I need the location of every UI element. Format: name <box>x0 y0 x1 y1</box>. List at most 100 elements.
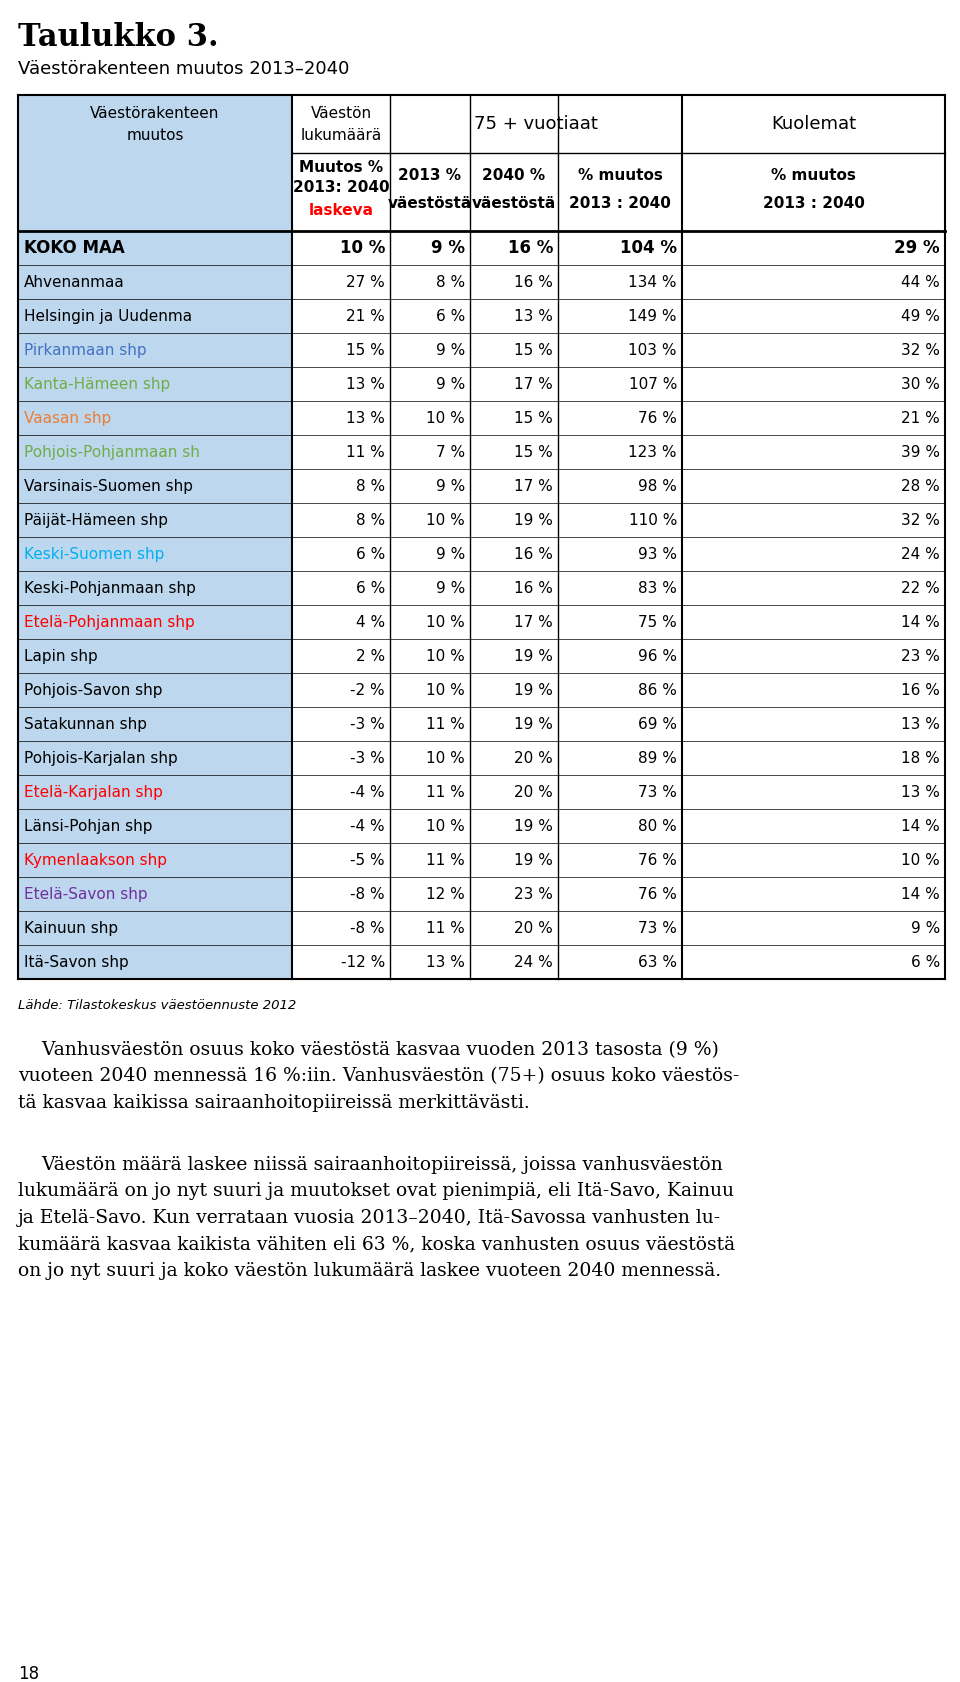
Text: Etelä-Pohjanmaan shp: Etelä-Pohjanmaan shp <box>24 614 195 629</box>
Text: Väestön: Väestön <box>310 106 372 121</box>
Text: Satakunnan shp: Satakunnan shp <box>24 717 147 732</box>
Text: Väestön määrä laskee niissä sairaanhoitopiireissä, joissa vanhusväestön
lukumäär: Väestön määrä laskee niissä sairaanhoito… <box>18 1156 735 1280</box>
Text: 32 %: 32 % <box>901 513 940 528</box>
Text: 13 %: 13 % <box>347 377 385 392</box>
Text: Pohjois-Pohjanmaan sh: Pohjois-Pohjanmaan sh <box>24 444 200 459</box>
Text: 63 %: 63 % <box>638 954 677 969</box>
Text: laskeva: laskeva <box>308 202 373 217</box>
Text: 76 %: 76 % <box>638 853 677 868</box>
Text: 20 %: 20 % <box>515 750 553 765</box>
Text: 11 %: 11 % <box>347 444 385 459</box>
Text: 39 %: 39 % <box>901 444 940 459</box>
Text: -3 %: -3 % <box>350 717 385 732</box>
Bar <box>18 436 292 469</box>
Text: 19 %: 19 % <box>515 853 553 868</box>
Bar <box>18 742 292 775</box>
Text: Päijät-Hämeen shp: Päijät-Hämeen shp <box>24 513 168 528</box>
Text: 76 %: 76 % <box>638 410 677 426</box>
Text: 14 %: 14 % <box>901 614 940 629</box>
Text: 20 %: 20 % <box>515 920 553 935</box>
Text: väestöstä: väestöstä <box>388 195 472 210</box>
Text: 9 %: 9 % <box>436 478 465 493</box>
Text: 9 %: 9 % <box>436 580 465 595</box>
Bar <box>18 606 292 639</box>
Text: 21 %: 21 % <box>347 308 385 323</box>
Text: 15 %: 15 % <box>347 343 385 358</box>
Text: Lapin shp: Lapin shp <box>24 649 98 663</box>
Text: 30 %: 30 % <box>901 377 940 392</box>
Text: 103 %: 103 % <box>629 343 677 358</box>
Text: Kainuun shp: Kainuun shp <box>24 920 118 935</box>
Text: 6 %: 6 % <box>356 547 385 562</box>
Text: Kanta-Hämeen shp: Kanta-Hämeen shp <box>24 377 170 392</box>
Text: 10 %: 10 % <box>426 819 465 834</box>
Text: 13 %: 13 % <box>347 410 385 426</box>
Text: 22 %: 22 % <box>901 580 940 595</box>
Text: 32 %: 32 % <box>901 343 940 358</box>
Text: 10 %: 10 % <box>901 853 940 868</box>
Text: 20 %: 20 % <box>515 784 553 799</box>
Bar <box>18 945 292 979</box>
Text: 8 %: 8 % <box>436 274 465 289</box>
Text: 75 %: 75 % <box>638 614 677 629</box>
Text: -5 %: -5 % <box>350 853 385 868</box>
Text: Etelä-Karjalan shp: Etelä-Karjalan shp <box>24 784 163 799</box>
Text: 11 %: 11 % <box>426 853 465 868</box>
Text: Vaasan shp: Vaasan shp <box>24 410 111 426</box>
Text: 16 %: 16 % <box>515 274 553 289</box>
Text: 13 %: 13 % <box>515 308 553 323</box>
Text: 76 %: 76 % <box>638 886 677 902</box>
Text: 14 %: 14 % <box>901 886 940 902</box>
Text: 9 %: 9 % <box>436 377 465 392</box>
Text: Keski-Pohjanmaan shp: Keski-Pohjanmaan shp <box>24 580 196 595</box>
Bar <box>18 94 292 230</box>
Text: Väestörakenteen: Väestörakenteen <box>90 106 220 121</box>
Bar <box>18 400 292 436</box>
Text: 2040 %: 2040 % <box>483 168 545 183</box>
Bar <box>18 639 292 673</box>
Text: 9 %: 9 % <box>431 239 465 257</box>
Text: 10 %: 10 % <box>426 410 465 426</box>
Text: 69 %: 69 % <box>638 717 677 732</box>
Text: 49 %: 49 % <box>901 308 940 323</box>
Text: Kymenlaakson shp: Kymenlaakson shp <box>24 853 167 868</box>
Bar <box>18 266 292 299</box>
Text: Ahvenanmaa: Ahvenanmaa <box>24 274 125 289</box>
Text: 11 %: 11 % <box>426 920 465 935</box>
Bar <box>18 706 292 742</box>
Text: 9 %: 9 % <box>911 920 940 935</box>
Text: 13 %: 13 % <box>901 784 940 799</box>
Text: 6 %: 6 % <box>436 308 465 323</box>
Text: 17 %: 17 % <box>515 478 553 493</box>
Bar <box>18 876 292 912</box>
Text: lukumäärä: lukumäärä <box>300 128 382 143</box>
Text: 149 %: 149 % <box>629 308 677 323</box>
Text: 2013 : 2040: 2013 : 2040 <box>762 195 864 210</box>
Text: 10 %: 10 % <box>340 239 385 257</box>
Bar <box>18 299 292 333</box>
Text: 13 %: 13 % <box>901 717 940 732</box>
Text: 93 %: 93 % <box>638 547 677 562</box>
Text: 2 %: 2 % <box>356 649 385 663</box>
Text: 110 %: 110 % <box>629 513 677 528</box>
Text: 8 %: 8 % <box>356 513 385 528</box>
Text: Länsi-Pohjan shp: Länsi-Pohjan shp <box>24 819 153 834</box>
Text: 80 %: 80 % <box>638 819 677 834</box>
Bar <box>18 673 292 706</box>
Text: 24 %: 24 % <box>901 547 940 562</box>
Text: Etelä-Savon shp: Etelä-Savon shp <box>24 886 148 902</box>
Bar <box>18 775 292 809</box>
Text: 10 %: 10 % <box>426 513 465 528</box>
Text: -8 %: -8 % <box>350 920 385 935</box>
Text: 16 %: 16 % <box>515 580 553 595</box>
Text: 123 %: 123 % <box>629 444 677 459</box>
Text: 28 %: 28 % <box>901 478 940 493</box>
Text: 13 %: 13 % <box>426 954 465 969</box>
Text: muutos: muutos <box>127 128 183 143</box>
Text: 23 %: 23 % <box>515 886 553 902</box>
Text: 16 %: 16 % <box>901 683 940 698</box>
Text: 2013 %: 2013 % <box>398 168 462 183</box>
Text: 6 %: 6 % <box>911 954 940 969</box>
Text: Lähde: Tilastokeskus väestöennuste 2012: Lähde: Tilastokeskus väestöennuste 2012 <box>18 999 297 1013</box>
Bar <box>18 230 292 266</box>
